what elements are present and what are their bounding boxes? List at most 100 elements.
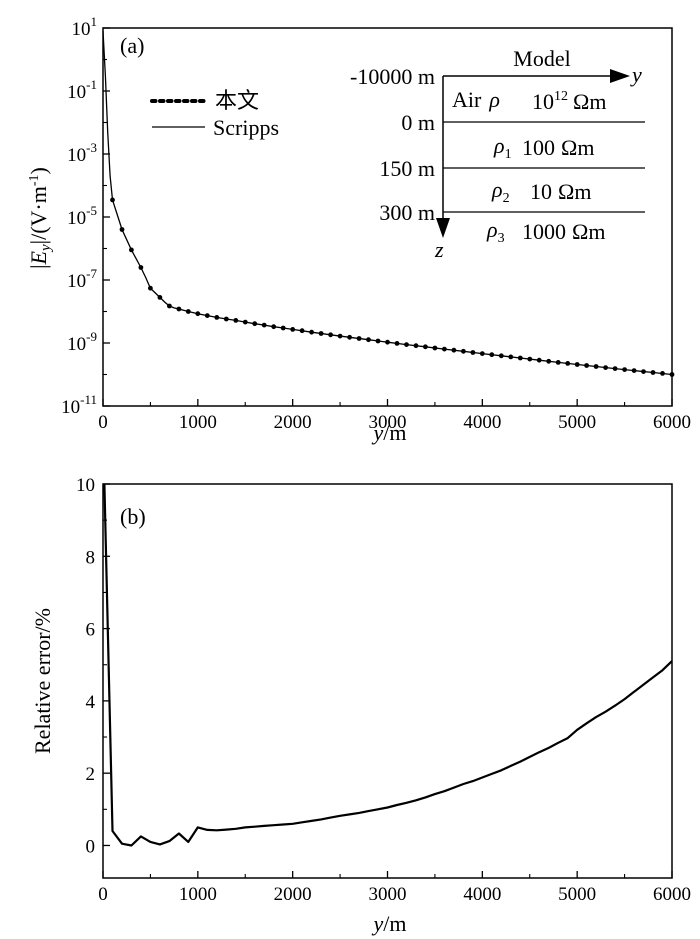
y-arrow-head <box>610 69 630 83</box>
benwen-point <box>603 365 608 370</box>
benwen-point <box>271 324 277 330</box>
chart-a-xlabel-unit: /m <box>383 420 406 445</box>
layer-3-symbol: ρ3 <box>486 217 505 246</box>
benwen-point <box>404 342 409 347</box>
chart-a-y-axis-title: |Ey|/(V·m-1) <box>26 167 54 269</box>
chart-a-y-tick-label: 10-9 <box>67 329 97 355</box>
legend-label-0: 本文 <box>215 88 259 113</box>
layer-2-value: 10 Ωm <box>530 179 591 204</box>
chart-a-x-axis: 0 1000 2000 3000 4000 5000 6000 <box>98 399 691 433</box>
benwen-point <box>660 371 665 376</box>
benwen-point <box>176 306 182 312</box>
benwen-point <box>328 332 333 338</box>
chart-b-y-tick-label: 6 <box>86 620 96 641</box>
chart-b-x-tick-label: 0 <box>98 884 108 905</box>
chart-b-x-tick-label: 1000 <box>179 884 217 905</box>
chart-b-xlabel-unit: /m <box>383 911 406 936</box>
benwen-point <box>442 346 447 352</box>
benwen-point <box>555 360 561 365</box>
chart-b-y-tick-label: 8 <box>86 547 96 568</box>
depth-label-0: -10000 m <box>350 64 435 89</box>
benwen-point <box>593 364 599 369</box>
benwen-point <box>157 295 163 300</box>
chart-a-x-axis-title: y/m <box>372 420 407 445</box>
layer-3-value: 1000 Ωm <box>522 219 605 244</box>
chart-b-x-axis-title: y/m <box>372 911 407 936</box>
benwen-point <box>451 347 457 353</box>
benwen-point <box>641 369 646 374</box>
chart-a-x-tick-label: 0 <box>98 412 108 433</box>
benwen-point <box>650 370 656 375</box>
model-y-label: y <box>630 62 642 87</box>
benwen-point <box>517 355 523 361</box>
layer-air-value: 1012 Ωm <box>532 89 606 114</box>
chart-a-x-tick-label: 4000 <box>463 412 501 433</box>
chart-a-y-tick-label: 10-3 <box>67 140 97 166</box>
chart-b-y-tick-label: 10 <box>76 475 95 496</box>
chart-a-y-tick-label: 10-1 <box>67 77 97 103</box>
benwen-point <box>536 357 542 363</box>
depth-label-1: 0 m <box>401 110 435 135</box>
chart-b-x-tick-label: 6000 <box>653 884 691 905</box>
chart-a-x-tick-label: 2000 <box>274 412 312 433</box>
chart-a-panel-label: (a) <box>120 33 144 58</box>
chart-b-x-tick-label: 4000 <box>463 884 501 905</box>
benwen-point <box>394 341 400 346</box>
layer-1-symbol: ρ1 <box>493 133 512 162</box>
benwen-point <box>356 336 362 341</box>
depth-label-3: 300 m <box>379 200 435 225</box>
benwen-point <box>498 353 504 359</box>
chart-b-y-tick-label: 0 <box>86 836 96 857</box>
layer-1-value: 100 Ωm <box>522 135 594 160</box>
chart-b-x-tick-label: 3000 <box>369 884 407 905</box>
benwen-point <box>110 197 115 203</box>
benwen-point <box>612 366 618 371</box>
benwen-point <box>423 344 428 350</box>
benwen-point <box>669 372 675 377</box>
benwen-point <box>366 337 371 343</box>
chart-b-x-tick-label: 5000 <box>558 884 596 905</box>
chart-b-frame <box>102 483 673 879</box>
benwen-point <box>223 316 229 322</box>
benwen-point <box>299 328 305 334</box>
z-arrow-head <box>436 218 450 238</box>
benwen-point <box>470 350 476 355</box>
chart-a-x-tick-label: 3000 <box>369 412 407 433</box>
benwen-point <box>347 334 352 340</box>
chart-a-x-tick-label: 6000 <box>653 412 691 433</box>
chart-a-y-tick-label: 10-5 <box>67 203 97 229</box>
layer-air-label: Air ρ <box>452 87 500 112</box>
chart-b-y-tick-label: 2 <box>86 764 96 785</box>
benwen-point <box>413 343 419 349</box>
layer-2-symbol: ρ2 <box>491 177 510 206</box>
benwen-point <box>461 348 466 354</box>
benwen-point <box>129 247 134 253</box>
benwen-point <box>479 351 485 356</box>
benwen-point <box>233 318 239 323</box>
benwen-point <box>574 362 580 367</box>
benwen-point <box>167 303 172 309</box>
model-z-label: z <box>434 237 444 262</box>
benwen-point <box>318 331 324 336</box>
benwen-point <box>546 358 552 364</box>
benwen-point <box>204 313 210 318</box>
chart-a-xlabel-var: y <box>372 420 384 445</box>
benwen-point <box>432 345 438 351</box>
benwen-point <box>261 322 267 328</box>
benwen-point <box>148 285 153 291</box>
chart-b-x-axis: 0 1000 2000 3000 4000 5000 6000 <box>98 871 691 905</box>
benwen-point <box>185 309 191 314</box>
benwen-point <box>242 319 248 325</box>
chart-b: 0 1000 2000 3000 4000 5000 6000 0 2 4 6 8 10 (b) y/… <box>30 475 691 936</box>
chart-a-x-tick-label: 1000 <box>179 412 217 433</box>
chart-a-legend: 本文 Scripps <box>150 88 279 140</box>
chart-b-y-tick-label: 4 <box>86 692 96 713</box>
depth-label-2: 150 m <box>379 156 435 181</box>
benwen-point <box>290 327 296 332</box>
benwen-point <box>565 361 571 366</box>
chart-a-x-tick-label: 5000 <box>558 412 596 433</box>
benwen-point <box>252 321 258 327</box>
chart-a-y-tick-label: 10-7 <box>67 266 97 292</box>
chart-b-panel-label: (b) <box>120 504 146 529</box>
